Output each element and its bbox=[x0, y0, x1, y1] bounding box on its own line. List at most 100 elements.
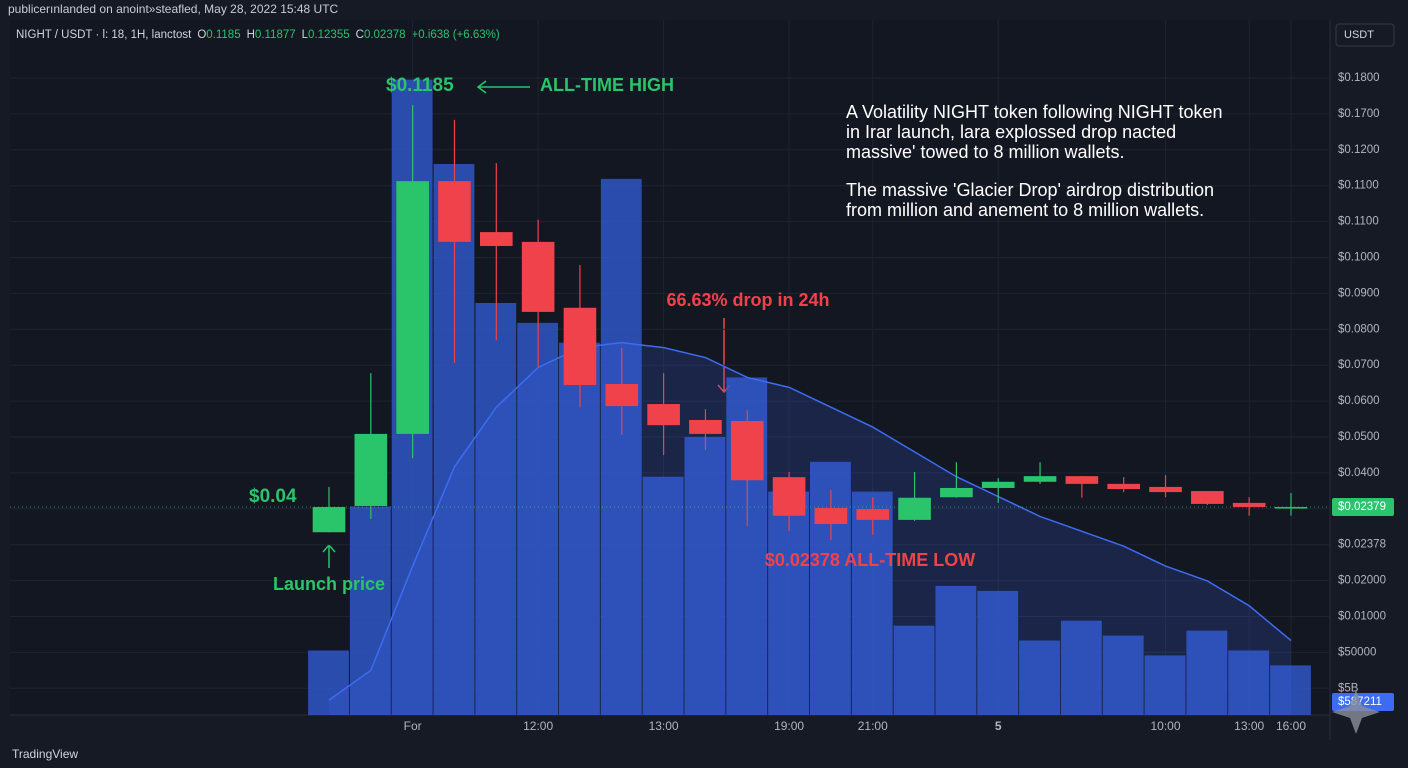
header: publicerınlanded on anoint»steafled, May… bbox=[8, 2, 339, 16]
candle-body bbox=[1149, 486, 1182, 493]
annotation: 66.63% drop in 24h bbox=[666, 290, 829, 310]
annotation: $0.02378 ALL-TIME LOW bbox=[765, 550, 975, 570]
footer-brand: TradingView bbox=[12, 747, 78, 761]
volume-ma-line bbox=[328, 341, 1292, 701]
candle-body bbox=[1232, 502, 1266, 508]
price-label: $50000 bbox=[1338, 646, 1376, 658]
candle-body bbox=[856, 509, 890, 520]
price-label: $0.0800 bbox=[1338, 323, 1380, 335]
ohlc-value: 0.11877 bbox=[255, 29, 296, 41]
price-label: $0.01000 bbox=[1338, 611, 1386, 623]
price-label: $0.0500 bbox=[1338, 431, 1380, 443]
x-tick-label: 21:00 bbox=[858, 719, 888, 733]
volume-bar bbox=[935, 585, 977, 715]
price-label: $0.1700 bbox=[1338, 108, 1380, 120]
last-price-tag bbox=[1332, 498, 1394, 517]
price-label: $0.02000 bbox=[1338, 575, 1386, 587]
x-tick-label: 13:00 bbox=[1234, 719, 1264, 733]
price-label: $0.1100 bbox=[1338, 180, 1379, 192]
currency-box[interactable] bbox=[1335, 23, 1395, 47]
price-label: $0.0900 bbox=[1338, 287, 1380, 299]
volume-bar bbox=[977, 590, 1019, 715]
x-tick-label: 5 bbox=[995, 719, 1002, 733]
volume-tag bbox=[1332, 693, 1394, 711]
volume-bar bbox=[1228, 650, 1270, 715]
symbol: NIGHT / USDT · l: 18, 1H, lanctost bbox=[16, 29, 192, 41]
ohlc-value: 0.02378 bbox=[364, 29, 406, 41]
price-label: $0.02378 bbox=[1338, 539, 1386, 551]
volume-bar bbox=[1186, 630, 1228, 715]
price-label: $0.1100 bbox=[1338, 216, 1379, 228]
candle-body bbox=[814, 508, 848, 525]
ath-arrow bbox=[476, 80, 530, 94]
note-text: in Irar launch, lara explossed drop nact… bbox=[846, 122, 1176, 142]
candle-body bbox=[521, 241, 555, 312]
candle-body bbox=[605, 383, 639, 407]
note-text: from million and anement to 8 million wa… bbox=[846, 200, 1204, 220]
candle-body bbox=[354, 433, 388, 506]
price-label: $0.0700 bbox=[1338, 359, 1380, 371]
candle-body bbox=[1107, 483, 1141, 489]
volume-bar bbox=[1060, 620, 1102, 715]
annotation: Launch price bbox=[273, 574, 385, 594]
annotation: $0.04 bbox=[249, 486, 297, 507]
note-text: The massive 'Glacier Drop' airdrop distr… bbox=[846, 180, 1214, 200]
price-label: $0.0600 bbox=[1338, 395, 1380, 407]
price-label: $0.1200 bbox=[1338, 144, 1380, 156]
volume-bar bbox=[1270, 665, 1311, 715]
volume-bar bbox=[475, 302, 517, 715]
volume-bar bbox=[893, 625, 935, 715]
x-tick-label: 10:00 bbox=[1151, 719, 1181, 733]
candle-body bbox=[479, 232, 513, 247]
x-tick-label: 13:00 bbox=[649, 719, 679, 733]
corner-icon bbox=[1332, 690, 1380, 734]
candle-body bbox=[312, 507, 346, 533]
price-label: $0.1000 bbox=[1338, 252, 1380, 264]
volume-bar bbox=[1102, 635, 1144, 715]
price-label: $0.0400 bbox=[1338, 467, 1380, 479]
volume-bar bbox=[1144, 655, 1186, 715]
volume-bar bbox=[684, 437, 726, 715]
candle-body bbox=[1065, 476, 1099, 484]
price-label: $0.1800 bbox=[1338, 72, 1380, 84]
price-label: $5B bbox=[1338, 682, 1359, 694]
candle-body bbox=[689, 420, 722, 434]
x-tick-label: 12:00 bbox=[523, 719, 553, 733]
ohlc-key: H bbox=[247, 29, 255, 41]
candle-body bbox=[1023, 476, 1057, 482]
candle-body bbox=[772, 477, 806, 516]
candle-body bbox=[438, 181, 471, 242]
ohlc-key: C bbox=[356, 29, 364, 41]
note-text: A Volatility NIGHT token following NIGHT… bbox=[846, 102, 1223, 122]
note-text: massive' towed to 8 million wallets. bbox=[846, 142, 1125, 162]
volume-bar bbox=[600, 178, 642, 715]
candle-body bbox=[647, 404, 680, 426]
annotation: $0.1185 bbox=[386, 75, 454, 96]
candle-body bbox=[730, 421, 764, 481]
last-price-label: $0.02379 bbox=[1338, 501, 1386, 513]
x-tick-label: For bbox=[404, 719, 422, 733]
candle-body bbox=[1274, 507, 1308, 509]
ohlc-legend: NIGHT / USDT · l: 18, 1H, lanctost O0.118… bbox=[16, 29, 500, 41]
ohlc-key: O bbox=[197, 29, 206, 41]
ohlc-value: 0.12355 bbox=[308, 29, 350, 41]
x-tick-label: 19:00 bbox=[774, 719, 804, 733]
ohlc-key: L bbox=[302, 29, 309, 41]
candle-body bbox=[1191, 491, 1224, 504]
candle-body bbox=[563, 307, 597, 386]
volume-bar bbox=[1019, 640, 1060, 715]
annotation: ALL-TIME HIGH bbox=[540, 75, 674, 95]
volume-bar bbox=[642, 476, 684, 715]
currency[interactable]: USDT bbox=[1344, 29, 1374, 41]
change: +0.i638 (+6.63%) bbox=[412, 29, 500, 41]
x-tick-label: 16:00 bbox=[1276, 719, 1306, 733]
ohlc-legend-text: NIGHT / USDT · l: 18, 1H, lanctost O0.118… bbox=[16, 29, 500, 41]
volume-bar bbox=[517, 322, 559, 715]
candle-body bbox=[940, 487, 973, 498]
volume-bar bbox=[308, 650, 349, 715]
candle-body bbox=[396, 181, 429, 434]
ohlc-value: 0.1185 bbox=[206, 29, 240, 41]
candle-body bbox=[898, 497, 931, 520]
